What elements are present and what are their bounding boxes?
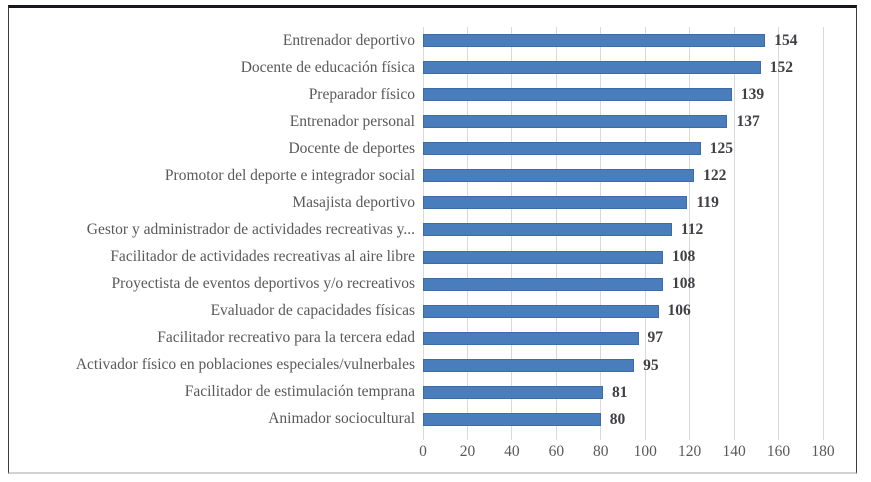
category-label: Animador sociocultural: [268, 410, 415, 428]
category-label: Evaluador de capacidades físicas: [210, 302, 415, 320]
x-tick-label: 120: [678, 443, 702, 460]
x-tick-label: 80: [593, 443, 609, 460]
bar-row: 95: [423, 352, 823, 379]
bar-row: 137: [423, 108, 823, 135]
data-label: 97: [647, 329, 664, 347]
category-label: Promotor del deporte e integrador social: [164, 166, 415, 184]
bar: [423, 358, 635, 372]
data-label: 80: [609, 410, 626, 428]
x-tick-label: 40: [504, 443, 520, 460]
bar-row: 154: [423, 27, 823, 54]
data-label: 119: [696, 194, 719, 212]
data-label: 112: [680, 221, 704, 239]
bar: [423, 331, 639, 345]
bar-row: 108: [423, 271, 823, 298]
vertical-gridline: [778, 27, 780, 440]
data-label: 125: [709, 140, 734, 158]
x-tick-label: 60: [548, 443, 565, 460]
x-axis-tick-labels: 0 20 40 60 80 100 120 140 160 180: [419, 441, 835, 465]
category-label: Facilitador de estimulación temprana: [184, 383, 415, 401]
vertical-gridline: [733, 27, 735, 440]
x-tick-label: 100: [633, 443, 657, 460]
category-label: Proyectista de eventos deportivos y/o re…: [111, 275, 415, 293]
bar: [423, 34, 766, 48]
data-label: 81: [612, 383, 628, 401]
bar-row: 108: [423, 244, 823, 271]
data-label: 154: [774, 31, 798, 49]
bar-row: 106: [423, 298, 823, 325]
category-label: Docente de educación física: [240, 58, 415, 76]
bar: [423, 250, 663, 264]
data-label: 95: [643, 356, 659, 374]
x-tick-label: 140: [722, 443, 746, 460]
category-label: Docente de deportes: [288, 139, 415, 157]
chart-frame: Entrenador deportivo Docente de educación…: [8, 5, 857, 474]
bar: [423, 61, 761, 75]
bar-row: 119: [423, 189, 823, 216]
category-axis-labels: Entrenador deportivo Docente de educación…: [9, 27, 415, 433]
bar-row: 139: [423, 81, 823, 108]
data-label: 108: [672, 275, 696, 293]
plot-area: 154 152 139 137 125 122 119 112 108 108 106 97 95 81 8…: [422, 27, 824, 440]
data-label: 152: [769, 58, 794, 76]
vertical-gridline: [689, 27, 691, 440]
bar: [423, 223, 672, 237]
bar-row: 112: [423, 216, 823, 243]
bar-row: 80: [423, 406, 823, 433]
x-tick-label: 20: [459, 443, 476, 460]
category-label: Masajista deportivo: [292, 193, 415, 211]
bar: [423, 304, 659, 318]
bar: [423, 142, 701, 156]
category-label: Activador físico en poblaciones especial…: [75, 356, 415, 374]
bar-series: 154 152 139 137 125 122 119 112 108 108 106 97 95 81 8…: [423, 27, 823, 433]
bar-row: 97: [423, 325, 823, 352]
category-label: Facilitador recreativo para la tercera e…: [157, 329, 415, 347]
data-label: 108: [672, 248, 696, 266]
bar: [423, 385, 603, 399]
category-label: Entrenador deportivo: [282, 31, 415, 49]
category-label: Gestor y administrador de actividades re…: [86, 220, 415, 238]
bar: [423, 88, 732, 102]
data-label: 137: [736, 112, 760, 130]
data-label: 139: [740, 85, 765, 103]
bar: [423, 196, 688, 210]
bar-row: 122: [423, 162, 823, 189]
bar: [423, 115, 728, 129]
data-label: 122: [703, 167, 727, 185]
category-label: Entrenador personal: [289, 112, 415, 130]
category-label: Preparador físico: [308, 85, 415, 103]
category-label: Facilitador de actividades recreativas a…: [110, 248, 415, 266]
data-label: 106: [667, 302, 691, 320]
x-tick-label: 160: [766, 443, 791, 460]
x-tick-label: 180: [811, 443, 835, 460]
vertical-gridline: [822, 27, 824, 440]
bar: [423, 169, 695, 183]
x-tick-label: 0: [419, 443, 427, 460]
bar: [423, 277, 663, 291]
bar-row: 152: [423, 54, 823, 81]
bar-row: 125: [423, 135, 823, 162]
bar: [423, 412, 601, 426]
bar-row: 81: [423, 379, 823, 406]
